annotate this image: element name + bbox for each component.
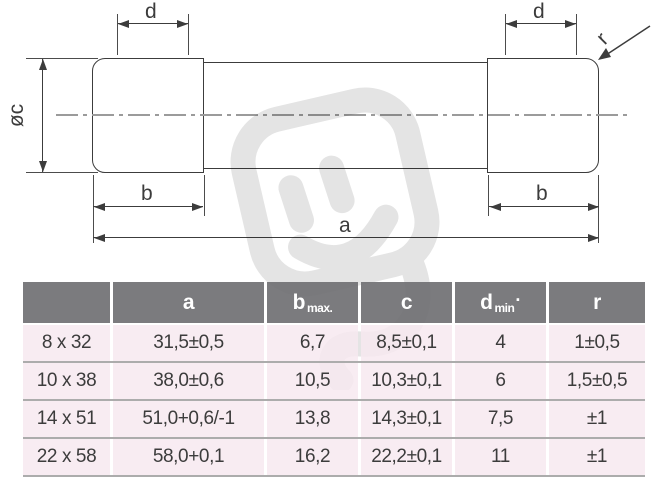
cell-a: 51,0+0,6/-1 xyxy=(113,401,264,437)
r-leader-arrow xyxy=(598,25,651,60)
header-a: a xyxy=(113,282,264,323)
cell-c: 22,2±0,1 xyxy=(361,439,452,475)
cell-size: 22 x 58 xyxy=(23,439,110,475)
label-d-right: d xyxy=(533,0,545,23)
centerline xyxy=(56,114,632,116)
label-a: a xyxy=(339,214,351,237)
label-b-left: b xyxy=(141,182,153,205)
cell-c: 10,3±0,1 xyxy=(361,363,452,399)
cell-r: 1±0,5 xyxy=(549,325,645,361)
cell-d: 4 xyxy=(455,325,546,361)
label-diameter-c: øc xyxy=(5,103,29,128)
table-row: 10 x 38 38,0±0,6 10,5 10,3±0,1 6 1,5±0,5 xyxy=(23,361,645,399)
header-c: c xyxy=(361,282,452,323)
table-row: 22 x 58 58,0+0,1 16,2 22,2±0,1 11 ±1 xyxy=(23,437,645,477)
label-b-right: b xyxy=(536,182,548,205)
cell-r: 1,5±0,5 xyxy=(549,363,645,399)
cell-b: 13,8 xyxy=(267,401,358,437)
cell-a: 38,0±0,6 xyxy=(113,363,264,399)
cell-d: 7,5 xyxy=(455,401,546,437)
cell-a: 31,5±0,5 xyxy=(113,325,264,361)
cell-size: 8 x 32 xyxy=(23,325,110,361)
table-row: 8 x 32 31,5±0,5 6,7 8,5±0,1 4 1±0,5 xyxy=(23,323,645,361)
cell-c: 14,3±0,1 xyxy=(361,401,452,437)
header-b-max: b max. xyxy=(267,282,358,323)
cell-r: ±1 xyxy=(549,401,645,437)
cell-size: 14 x 51 xyxy=(23,401,110,437)
label-d-left: d xyxy=(145,0,157,23)
cell-d: 6 xyxy=(455,363,546,399)
cell-b: 16,2 xyxy=(267,439,358,475)
cell-a: 58,0+0,1 xyxy=(113,439,264,475)
header-blank xyxy=(23,282,110,323)
cell-b: 6,7 xyxy=(267,325,358,361)
table-header-row: a b max. c d min · r xyxy=(23,282,645,323)
fuse-spec-table: a b max. c d min · r 8 x 32 31,5±0,5 6,7 8,… xyxy=(23,282,645,477)
cell-c: 8,5±0,1 xyxy=(361,325,452,361)
cell-d: 11 xyxy=(455,439,546,475)
cell-b: 10,5 xyxy=(267,363,358,399)
table-row: 14 x 51 51,0+0,6/-1 13,8 14,3±0,1 7,5 ±1 xyxy=(23,399,645,437)
cell-r: ±1 xyxy=(549,439,645,475)
header-d-min: d min · xyxy=(455,282,546,323)
header-r: r xyxy=(549,282,645,323)
cell-size: 10 x 38 xyxy=(23,363,110,399)
